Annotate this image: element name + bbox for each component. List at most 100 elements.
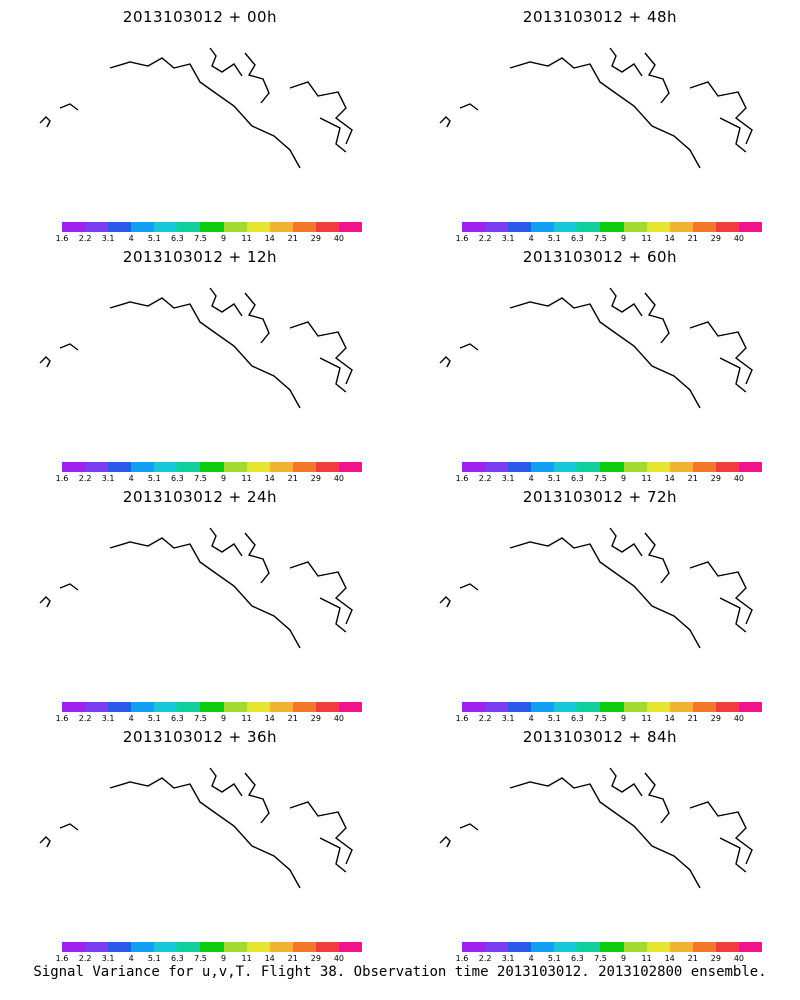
colorbar-swatch [485,702,509,712]
colorbar-swatch [177,942,201,952]
variance-contour [599,786,705,866]
colorbar [462,942,763,952]
colorbar-swatch [554,462,578,472]
variance-contour [525,330,592,370]
colorbar-swatch [738,702,763,712]
variance-contour [633,96,659,115]
variance-contour [623,327,673,365]
variance-contour [475,61,636,158]
variance-contour [479,361,600,417]
colorbar-tick-label: 14 [264,714,275,723]
colorbar-swatch [269,942,293,952]
figure-caption: Signal Variance for u,v,T. Flight 38. Ob… [33,964,767,980]
variance-contour [495,846,594,892]
colorbar-swatch [154,702,178,712]
colorbar-tick-label: 6.3 [171,714,184,723]
colorbar-swatch [508,942,532,952]
colorbar-tick-label: 14 [664,714,675,723]
colorbar-tick-label: 9 [620,954,627,963]
map-panel: 2013103012 + 48h 1.6 2.2 3.1 4 5.1 6.3 7.5 9 11 14… [400,0,800,243]
colorbar-swatch [154,462,178,472]
coastline [39,287,353,409]
colorbar-tick-label: 7.5 [594,474,607,483]
variance-contour [197,791,290,862]
variance-contour [83,310,217,391]
colorbar-swatch [269,222,293,232]
variance-contour [80,843,192,895]
variance-contour [32,545,81,587]
variance-contour [513,323,602,377]
variance-contour [500,609,584,648]
colorbar-tick-label: 29 [710,954,721,963]
colorbar-tick-label: 1.6 [455,954,469,963]
variance-contour [571,818,632,861]
variance-contour [520,804,605,855]
variance-contour [75,602,193,657]
variance-contour [521,67,671,173]
colorbar-tick-label: 11 [641,474,652,483]
colorbar-tick-label: 7.5 [194,954,207,963]
variance-contour [584,589,615,611]
colorbar-swatch [269,702,293,712]
colorbar-swatch [554,222,578,232]
colorbar-swatch [338,702,363,712]
variance-contour [491,310,625,390]
variance-map [428,287,753,429]
colorbar-tick-label: 11 [241,954,252,963]
variance-contour [587,777,716,875]
coastline [439,47,753,169]
colorbar-swatch [508,702,532,712]
variance-contour [511,136,565,161]
variance-contour [428,302,484,350]
variance-contour [90,370,173,409]
variance-contour [598,308,697,383]
colorbar [462,462,763,472]
variance-contour [579,108,612,132]
colorbar-swatch [85,222,109,232]
colorbar-swatch [577,222,601,232]
colorbar-swatch [669,462,693,472]
map-panel: 2013103012 + 72h 1.6 2.2 3.1 4 5.1 6.3 7.5 9 11 14… [400,480,800,723]
colorbar-tick-label: 14 [664,234,675,243]
colorbar-tick-label: 40 [333,954,345,963]
variance-contour [200,554,284,618]
variance-contour [548,802,655,878]
variance-contour [142,803,246,877]
variance-contour [217,806,270,846]
variance-contour [586,299,710,393]
colorbar-tick-label: 9 [220,954,227,963]
colorbar-tick-label: 29 [710,234,721,243]
variance-contour [488,365,592,413]
variance-contour [519,857,568,880]
variance-contour [101,374,163,403]
variance-contour [36,789,76,824]
variance-map [439,527,753,649]
colorbar-tick-label: 6.3 [171,954,184,963]
colorbar-tick-label: 1.6 [55,954,69,963]
colorbar-tick-label: 11 [641,714,652,723]
colorbar-tick-label: 7.5 [194,234,207,243]
variance-contour [584,536,716,636]
colorbar-tick-label: 5.1 [547,234,561,243]
variance-contour [453,349,626,429]
variance-contour [477,779,646,881]
panel-title: 2013103012 + 84h [522,728,678,746]
colorbar-swatch [223,222,247,232]
colorbar-tick-label: 21 [687,954,698,963]
colorbar-swatch [154,942,178,952]
colorbar-tick-label: 21 [287,474,298,483]
variance-contour [133,797,254,883]
coastline [439,527,753,649]
variance-contour [74,123,187,175]
variance-contour [596,545,704,627]
colorbar-tick-label: 40 [333,234,345,243]
colorbar-swatch [108,462,132,472]
colorbar-swatch [462,942,486,952]
variance-contour [537,78,653,161]
colorbar-tick-label: 1.6 [455,714,469,723]
variance-contour [64,537,240,643]
variance-contour [424,778,489,834]
variance-contour [137,561,246,638]
variance-contour [427,62,485,112]
variance-map [39,47,353,175]
